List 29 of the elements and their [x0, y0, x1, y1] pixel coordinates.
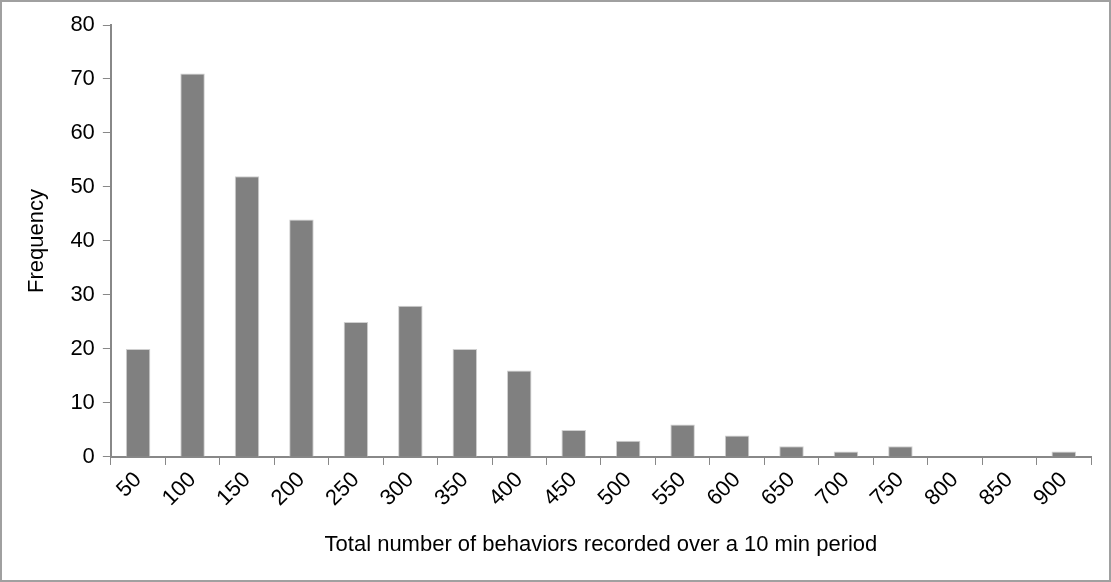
x-tick-label: 400 [483, 466, 528, 511]
x-tick-label: 900 [1027, 466, 1072, 511]
x-tick-label: 500 [592, 466, 636, 511]
x-tick-label: 50 [110, 466, 146, 502]
y-tick-label: 50 [70, 173, 95, 199]
x-tick-label: 100 [156, 466, 201, 511]
y-axis-title: Frequency [23, 189, 49, 293]
x-tick-label: 850 [973, 466, 1018, 511]
x-tick-label: 150 [211, 466, 255, 511]
x-tick-label: 800 [919, 466, 963, 511]
x-tick-label: 300 [374, 466, 419, 511]
y-tick-label: 30 [70, 281, 95, 307]
y-tick-label: 40 [70, 227, 95, 253]
x-tick-label: 750 [864, 466, 909, 511]
y-tick-label: 20 [70, 335, 95, 361]
y-tick-label: 60 [70, 119, 95, 145]
x-tick-label: 200 [265, 466, 310, 511]
x-tick-label: 250 [320, 466, 364, 511]
x-axis-title: Total number of behaviors recorded over a 10 min period [324, 530, 878, 556]
y-tick-label: 80 [70, 11, 95, 37]
x-tick-label: 600 [701, 466, 745, 511]
x-tick-label: 350 [428, 466, 473, 511]
x-tick-label: 650 [755, 466, 800, 511]
x-tick-label: 700 [810, 466, 854, 511]
y-tick-label: 10 [70, 389, 95, 415]
y-tick-label: 0 [82, 443, 95, 469]
x-tick-label: 550 [646, 466, 691, 511]
x-tick-label: 450 [537, 466, 582, 511]
y-tick-label: 70 [70, 65, 95, 91]
